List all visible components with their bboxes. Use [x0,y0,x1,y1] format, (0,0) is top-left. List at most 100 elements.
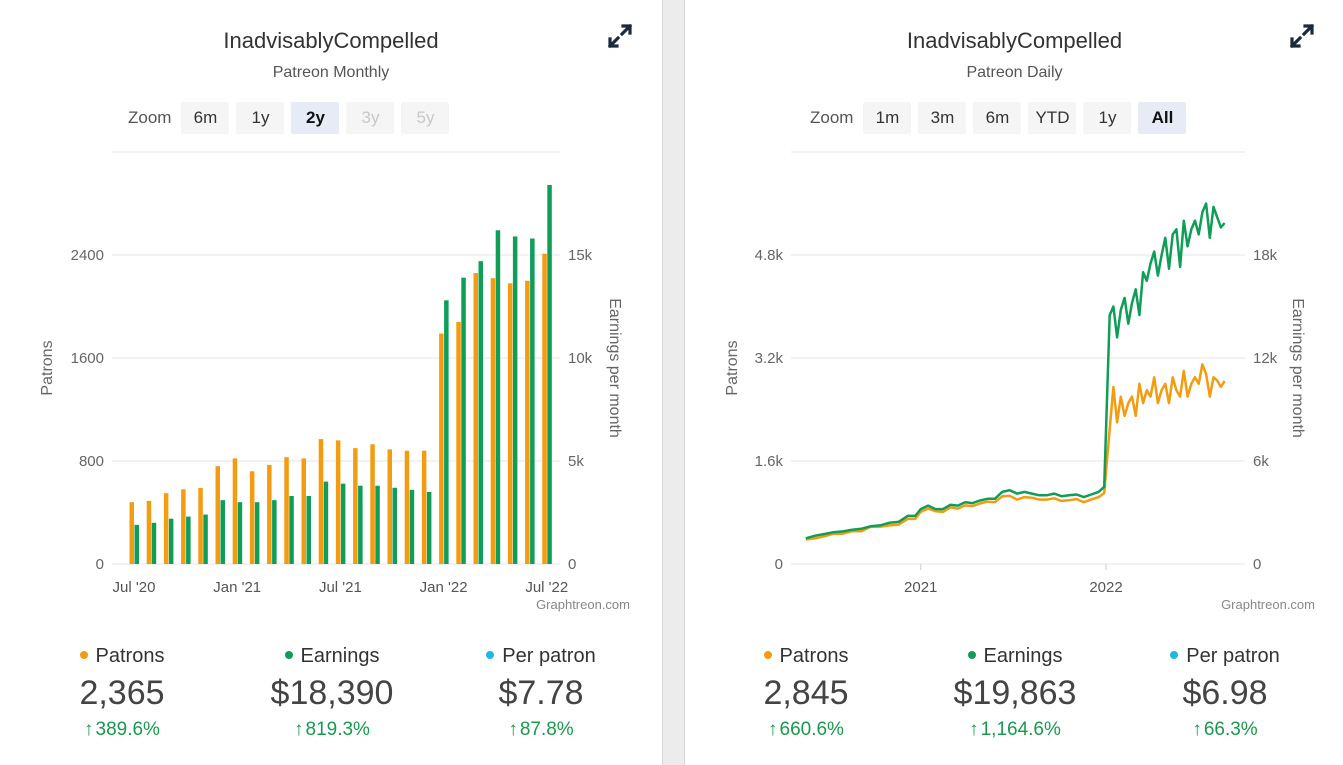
patrons-bar [267,464,272,564]
patrons-bar [181,489,186,564]
stat-label: Earnings [983,645,1063,667]
earnings-bar [461,277,466,564]
stat-earnings: Earnings $19,863 ↑ 1,164.6% [930,645,1100,741]
earnings-bar [203,514,208,564]
patrons-bar [284,457,289,564]
zoom-label: Zoom [810,108,854,127]
patrons-bar [404,450,410,564]
zoom-1y-button[interactable]: 1y [236,102,285,134]
zoom-6m-button[interactable]: 6m [181,102,230,134]
earnings-bar [272,500,277,564]
stat-value: 2,845 [763,674,849,712]
earnings-bar [512,236,518,564]
y-axis-title: Patrons [724,340,741,395]
monthly-chart: 0 800 1600 2400 0 5k 10k 15k Patrons Earnings per… [39,151,630,612]
patrons-bar [507,283,513,564]
y-tick-label: 0 [96,556,104,573]
arrow-up-icon: ↑ [969,719,979,740]
x-tick-label: Jan '21 [213,579,261,596]
arrow-up-icon: ↑ [1192,719,1202,740]
patrons-bar [301,458,306,564]
stat-change: 660.6% [779,719,844,740]
earnings-bar [495,230,501,564]
y2-axis-title: Earnings per month [606,298,623,438]
zoom-5y-button: 5y [401,102,450,134]
earnings-bar [392,487,397,564]
y2-tick-label: 15k [568,247,593,264]
stat-patrons: Patrons 2,845 ↑ 660.6% [721,645,891,741]
x-tick-label: Jul '21 [319,579,362,596]
y2-tick-label: 5k [568,453,584,470]
patrons-bar [542,253,547,564]
stats-row: Patrons 2,845 ↑ 660.6% Earnings $19,863 ↑… [685,645,1343,755]
zoom-1m-button[interactable]: 1m [863,102,912,134]
zoom-ytd-button[interactable]: YTD [1028,102,1077,134]
patrons-bar [490,278,496,564]
y-tick-label: 1600 [71,350,104,367]
stat-label: Per patron [502,645,596,667]
y-tick-label: 1.6k [755,453,784,470]
zoom-6m-button[interactable]: 6m [973,102,1022,134]
zoom-all-button[interactable]: All [1138,102,1187,134]
x-tick-label: Jul '20 [113,579,156,596]
stat-per-patron: Per patron $7.78 ↑ 87.8% [456,645,626,741]
stat-value: 2,365 [79,674,165,712]
stat-change: 87.8% [519,719,574,740]
zoom-label: Zoom [128,108,172,127]
y-tick-label: 3.2k [755,350,784,367]
earnings-bar [168,518,174,564]
patrons-bar [129,502,134,564]
stat-label: Patrons [779,645,849,667]
earnings-line [805,202,1226,540]
x-tick-label: 2022 [1089,579,1122,596]
earnings-bar [375,485,380,564]
earnings-dot-icon [967,650,976,659]
stat-earnings: Earnings $18,390 ↑ 819.3% [247,645,417,741]
chart-subtitle: Patreon Monthly [272,64,390,81]
stat-value: $6.98 [1182,674,1268,712]
patrons-bar [473,273,478,564]
chart-title: InadvisablyCompelled [223,28,439,53]
earnings-bar [478,261,483,564]
stat-label: Per patron [1186,645,1280,667]
zoom-1y-button[interactable]: 1y [1083,102,1132,134]
stats-row: Patrons 2,365 ↑ 389.6% Earnings $18,390 ↑… [0,645,662,755]
x-tick-label: 2021 [904,579,937,596]
patrons-bar [525,280,530,564]
y2-tick-label: 10k [568,350,593,367]
patrons-line [805,363,1226,541]
patrons-dot-icon [79,650,88,659]
credits-label: Graphtreon.com [536,597,630,612]
y-tick-label: 2400 [71,247,104,264]
stat-value: $19,863 [953,674,1077,712]
y2-tick-label: 6k [1253,453,1269,470]
y-tick-label: 0 [775,556,783,573]
stat-change: 819.3% [305,719,370,740]
earnings-bar [409,489,415,564]
zoom-2y-button[interactable]: 2y [291,102,340,134]
y-axis-title: Patrons [39,340,56,395]
daily-chart: 0 1.6k 3.2k 4.8k 0 6k 12k 18k Patrons Earnings pe… [724,151,1315,612]
earnings-bar [340,483,346,564]
arrow-up-icon: ↑ [294,719,304,740]
patrons-bar [163,493,169,564]
x-tick-label: Jul '22 [525,579,568,596]
zoom-controls: Zoom 1m 3m 6m YTD 1y All [810,102,1187,134]
earnings-bar [237,502,243,564]
earnings-bar [358,485,363,564]
zoom-3m-button[interactable]: 3m [918,102,967,134]
patrons-bar [370,444,375,564]
arrow-up-icon: ↑ [508,719,518,740]
expand-icon[interactable] [1288,22,1316,50]
earnings-bar [254,502,260,564]
expand-icon[interactable] [606,22,634,50]
y2-axis-title: Earnings per month [1289,298,1306,438]
stat-label: Patrons [95,645,165,667]
patrons-bar [232,458,238,564]
patrons-bar [146,500,152,564]
x-tick-label: Jan '22 [420,579,468,596]
credits-label: Graphtreon.com [1221,597,1315,612]
chart-panel-daily: InadvisablyCompelled Patreon Daily Zoom … [684,0,1343,765]
stat-label: Earnings [300,645,380,667]
stat-per-patron: Per patron $6.98 ↑ 66.3% [1140,645,1310,741]
